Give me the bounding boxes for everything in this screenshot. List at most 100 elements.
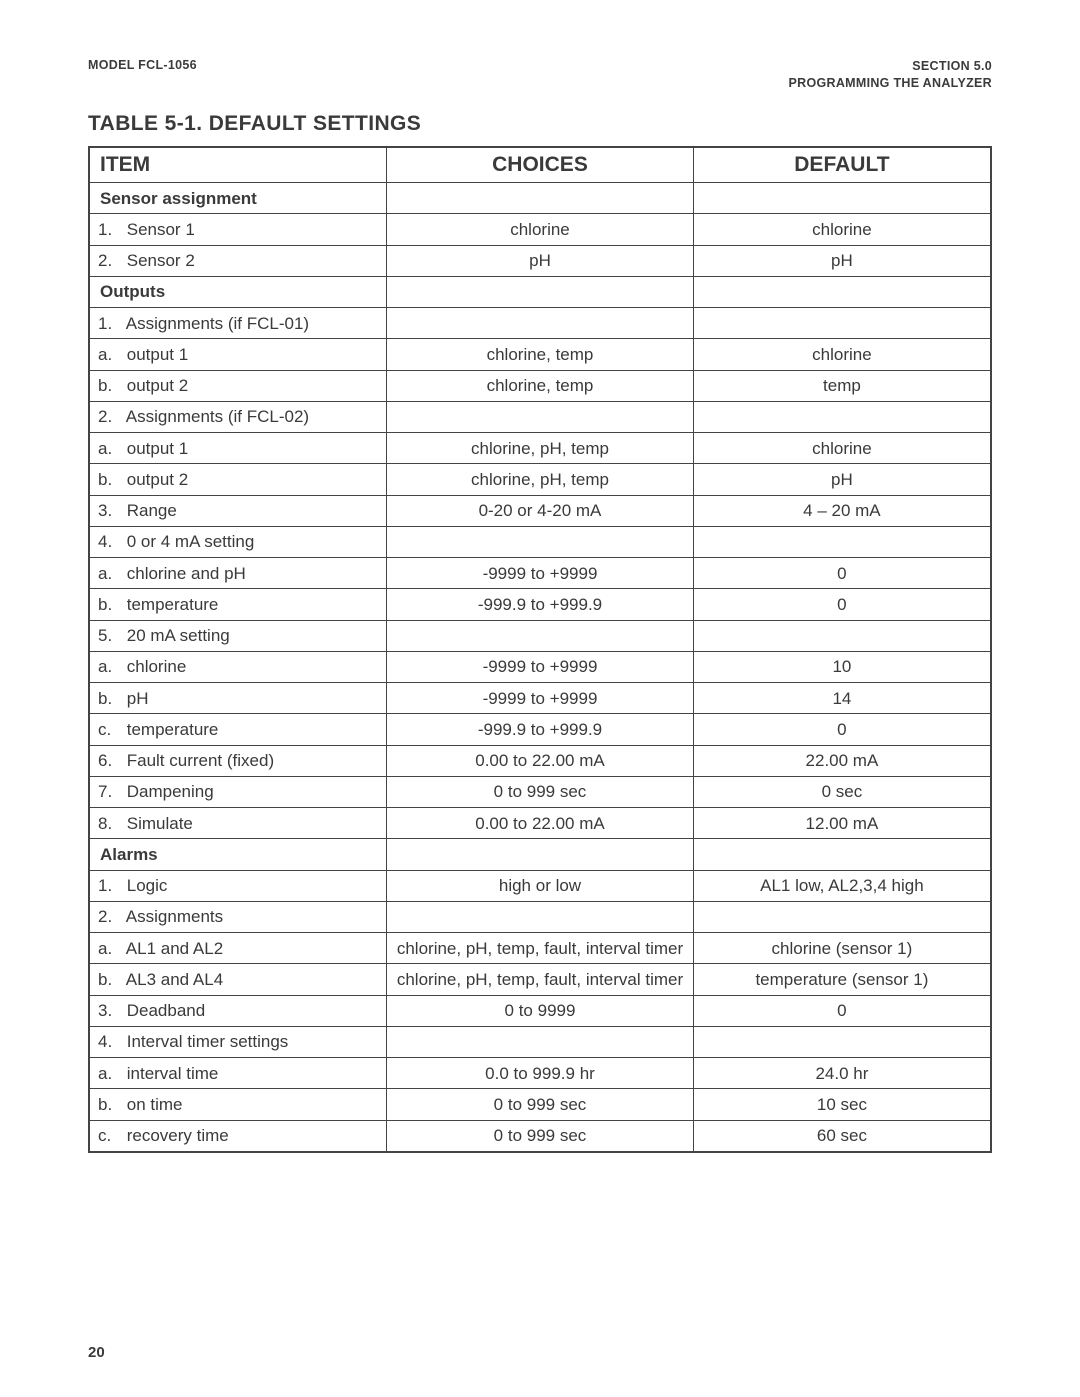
choices-cell: chlorine, temp bbox=[387, 339, 694, 370]
item-cell: a. output 1 bbox=[89, 433, 387, 464]
row-label: output 2 bbox=[127, 470, 188, 489]
table-row: c. temperature -999.9 to +999.9 0 bbox=[89, 714, 991, 745]
table-row: b. pH -9999 to +9999 14 bbox=[89, 683, 991, 714]
row-label: Assignments (if FCL-01) bbox=[126, 314, 309, 333]
item-cell: 2. Assignments bbox=[89, 901, 387, 932]
row-letter: b. bbox=[98, 969, 122, 990]
default-cell: 4 – 20 mA bbox=[693, 495, 991, 526]
row-label: Assignments bbox=[126, 907, 223, 926]
table-row: b. on time 0 to 999 sec 10 sec bbox=[89, 1089, 991, 1120]
default-cell: 22.00 mA bbox=[693, 745, 991, 776]
default-cell: 10 sec bbox=[693, 1089, 991, 1120]
row-label: Assignments (if FCL-02) bbox=[126, 407, 309, 426]
row-label: chlorine bbox=[127, 657, 187, 676]
row-num: 3. bbox=[98, 1000, 122, 1021]
row-letter: a. bbox=[98, 563, 122, 584]
row-label: Deadband bbox=[127, 1001, 205, 1020]
default-cell: 0 bbox=[693, 558, 991, 589]
default-cell: pH bbox=[693, 245, 991, 276]
table-row: 4. 0 or 4 mA setting bbox=[89, 526, 991, 557]
default-cell bbox=[693, 526, 991, 557]
choices-cell: 0.0 to 999.9 hr bbox=[387, 1058, 694, 1089]
default-settings-table: ITEM CHOICES DEFAULT Sensor assignment 1… bbox=[88, 146, 992, 1153]
item-cell: 3. Range bbox=[89, 495, 387, 526]
row-num: 2. bbox=[98, 406, 122, 427]
choices-cell bbox=[387, 901, 694, 932]
row-letter: b. bbox=[98, 688, 122, 709]
choices-cell: -9999 to +9999 bbox=[387, 651, 694, 682]
empty-cell bbox=[693, 183, 991, 214]
default-cell: AL1 low, AL2,3,4 high bbox=[693, 870, 991, 901]
row-num: 7. bbox=[98, 781, 122, 802]
default-cell: chlorine bbox=[693, 339, 991, 370]
header-left: MODEL FCL-1056 bbox=[88, 58, 197, 72]
row-letter: a. bbox=[98, 438, 122, 459]
table-row: 4. Interval timer settings bbox=[89, 1026, 991, 1057]
item-cell: a. AL1 and AL2 bbox=[89, 933, 387, 964]
default-cell: chlorine bbox=[693, 433, 991, 464]
item-cell: 1. Sensor 1 bbox=[89, 214, 387, 245]
default-cell: 0 bbox=[693, 589, 991, 620]
section-alarms: Alarms bbox=[89, 839, 387, 870]
choices-cell: pH bbox=[387, 245, 694, 276]
row-label: output 1 bbox=[127, 439, 188, 458]
choices-cell: high or low bbox=[387, 870, 694, 901]
default-cell: 0 bbox=[693, 714, 991, 745]
choices-cell: chlorine, temp bbox=[387, 370, 694, 401]
row-label: AL1 and AL2 bbox=[126, 939, 223, 958]
default-cell: 0 sec bbox=[693, 776, 991, 807]
section-row: Sensor assignment bbox=[89, 183, 991, 214]
item-cell: b. pH bbox=[89, 683, 387, 714]
empty-cell bbox=[387, 276, 694, 307]
default-cell bbox=[693, 401, 991, 432]
row-num: 3. bbox=[98, 500, 122, 521]
choices-cell: 0 to 9999 bbox=[387, 995, 694, 1026]
row-label: chlorine and pH bbox=[127, 564, 246, 583]
row-label: 20 mA setting bbox=[127, 626, 230, 645]
header-section: SECTION 5.0 bbox=[788, 58, 992, 75]
default-cell: 14 bbox=[693, 683, 991, 714]
empty-cell bbox=[693, 839, 991, 870]
col-choices-header: CHOICES bbox=[387, 147, 694, 183]
item-cell: a. interval time bbox=[89, 1058, 387, 1089]
section-row: Outputs bbox=[89, 276, 991, 307]
row-num: 2. bbox=[98, 906, 122, 927]
item-cell: b. temperature bbox=[89, 589, 387, 620]
empty-cell bbox=[387, 183, 694, 214]
row-letter: c. bbox=[98, 1125, 122, 1146]
table-row: 1. Assignments (if FCL-01) bbox=[89, 308, 991, 339]
default-cell: 0 bbox=[693, 995, 991, 1026]
item-cell: 3. Deadband bbox=[89, 995, 387, 1026]
item-cell: c. temperature bbox=[89, 714, 387, 745]
col-default-header: DEFAULT bbox=[693, 147, 991, 183]
header-subtitle: PROGRAMMING THE ANALYZER bbox=[788, 75, 992, 92]
default-cell: 60 sec bbox=[693, 1120, 991, 1152]
row-label: Fault current (fixed) bbox=[127, 751, 274, 770]
table-row: a. chlorine -9999 to +9999 10 bbox=[89, 651, 991, 682]
default-cell bbox=[693, 620, 991, 651]
choices-cell: 0.00 to 22.00 mA bbox=[387, 745, 694, 776]
row-label: output 2 bbox=[127, 376, 188, 395]
empty-cell bbox=[387, 839, 694, 870]
item-cell: 4. Interval timer settings bbox=[89, 1026, 387, 1057]
row-label: Simulate bbox=[127, 814, 193, 833]
item-cell: a. chlorine bbox=[89, 651, 387, 682]
row-label: interval time bbox=[127, 1064, 219, 1083]
row-num: 2. bbox=[98, 250, 122, 271]
item-cell: 7. Dampening bbox=[89, 776, 387, 807]
table-row: 7. Dampening 0 to 999 sec 0 sec bbox=[89, 776, 991, 807]
empty-cell bbox=[693, 276, 991, 307]
row-label: temperature bbox=[127, 595, 219, 614]
row-label: AL3 and AL4 bbox=[126, 970, 223, 989]
default-cell: temp bbox=[693, 370, 991, 401]
table-row: 3. Deadband 0 to 9999 0 bbox=[89, 995, 991, 1026]
row-letter: b. bbox=[98, 1094, 122, 1115]
default-cell: chlorine bbox=[693, 214, 991, 245]
row-label: output 1 bbox=[127, 345, 188, 364]
choices-cell bbox=[387, 401, 694, 432]
table-row: 8. Simulate 0.00 to 22.00 mA 12.00 mA bbox=[89, 808, 991, 839]
row-label: Logic bbox=[127, 876, 168, 895]
item-cell: a. chlorine and pH bbox=[89, 558, 387, 589]
row-num: 1. bbox=[98, 313, 122, 334]
table-row: b. temperature -999.9 to +999.9 0 bbox=[89, 589, 991, 620]
